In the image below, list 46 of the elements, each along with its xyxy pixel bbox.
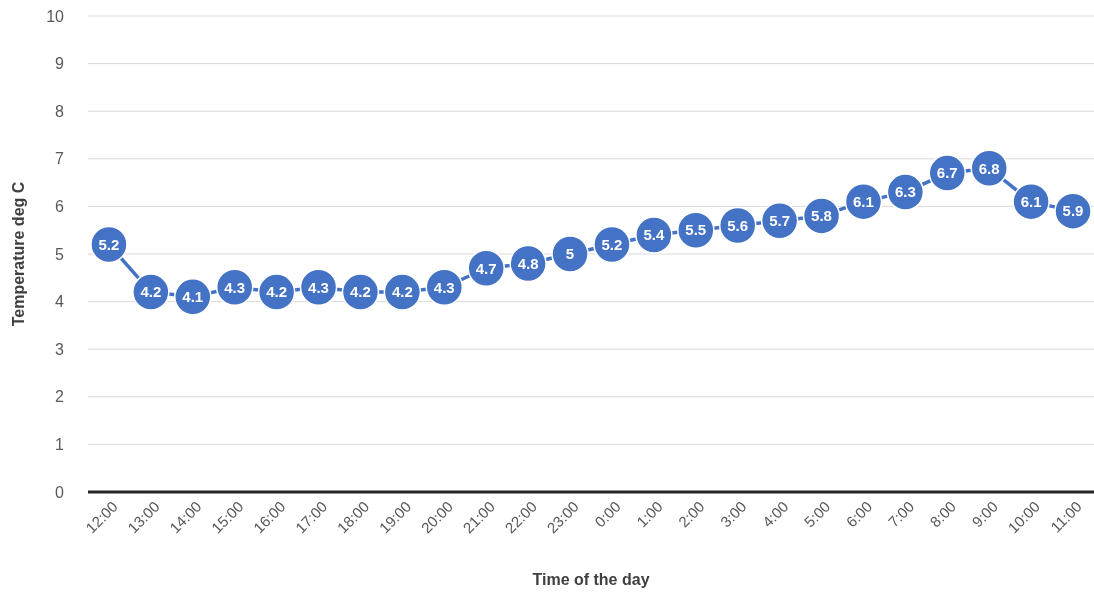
y-tick-label: 3 [55,340,65,358]
x-axis-title: Time of the day [532,571,650,588]
data-label: 5.6 [727,216,749,234]
y-tick-label: 9 [55,55,65,73]
data-label: 4.2 [350,283,371,301]
y-tick-label: 0 [55,483,65,501]
data-label: 4.3 [308,278,329,296]
x-tick-label: 7:00 [884,497,918,531]
data-label: 5.7 [769,211,791,229]
data-label: 5.2 [601,235,623,253]
y-tick-label: 5 [55,245,65,263]
x-tick-label: 0:00 [591,497,624,531]
data-label: 5.9 [1062,202,1084,220]
data-label: 4.3 [224,278,246,296]
data-label: 4.3 [433,278,455,296]
y-tick-label: 4 [55,293,65,311]
x-tick-label: 9:00 [968,497,1002,531]
data-label: 4.8 [517,254,539,272]
data-label: 5.2 [98,235,120,253]
x-tick-label: 6:00 [842,497,876,531]
data-label: 5.4 [643,226,665,244]
data-label: 6.1 [853,192,874,210]
y-tick-label: 6 [55,198,65,215]
x-tick-label: 3:00 [716,497,750,531]
y-axis-title: Temperature deg C [10,181,27,327]
y-tick-label: 8 [55,102,65,120]
data-label: 6.8 [978,159,1000,177]
y-tick-label: 2 [55,388,65,406]
data-label: 6.7 [936,164,958,182]
data-label: 5 [565,245,575,263]
data-label: 4.1 [182,288,204,306]
data-label: 5.5 [685,221,707,239]
y-tick-label: 1 [55,436,65,453]
data-label: 4.2 [391,283,413,301]
data-label: 6.1 [1020,192,1042,210]
data-label: 4.2 [140,283,162,301]
y-tick-label: 7 [55,150,65,168]
x-tick-label: 4:00 [758,497,792,531]
point [551,235,589,273]
x-tick-label: 8:00 [926,497,960,531]
data-label: 6.3 [894,183,916,201]
data-label: 5.8 [811,207,832,225]
data-label: 4.2 [266,283,288,301]
y-tick-label: 10 [46,7,65,25]
data-label: 4.7 [475,259,497,277]
x-tick-label: 5:00 [800,497,834,531]
